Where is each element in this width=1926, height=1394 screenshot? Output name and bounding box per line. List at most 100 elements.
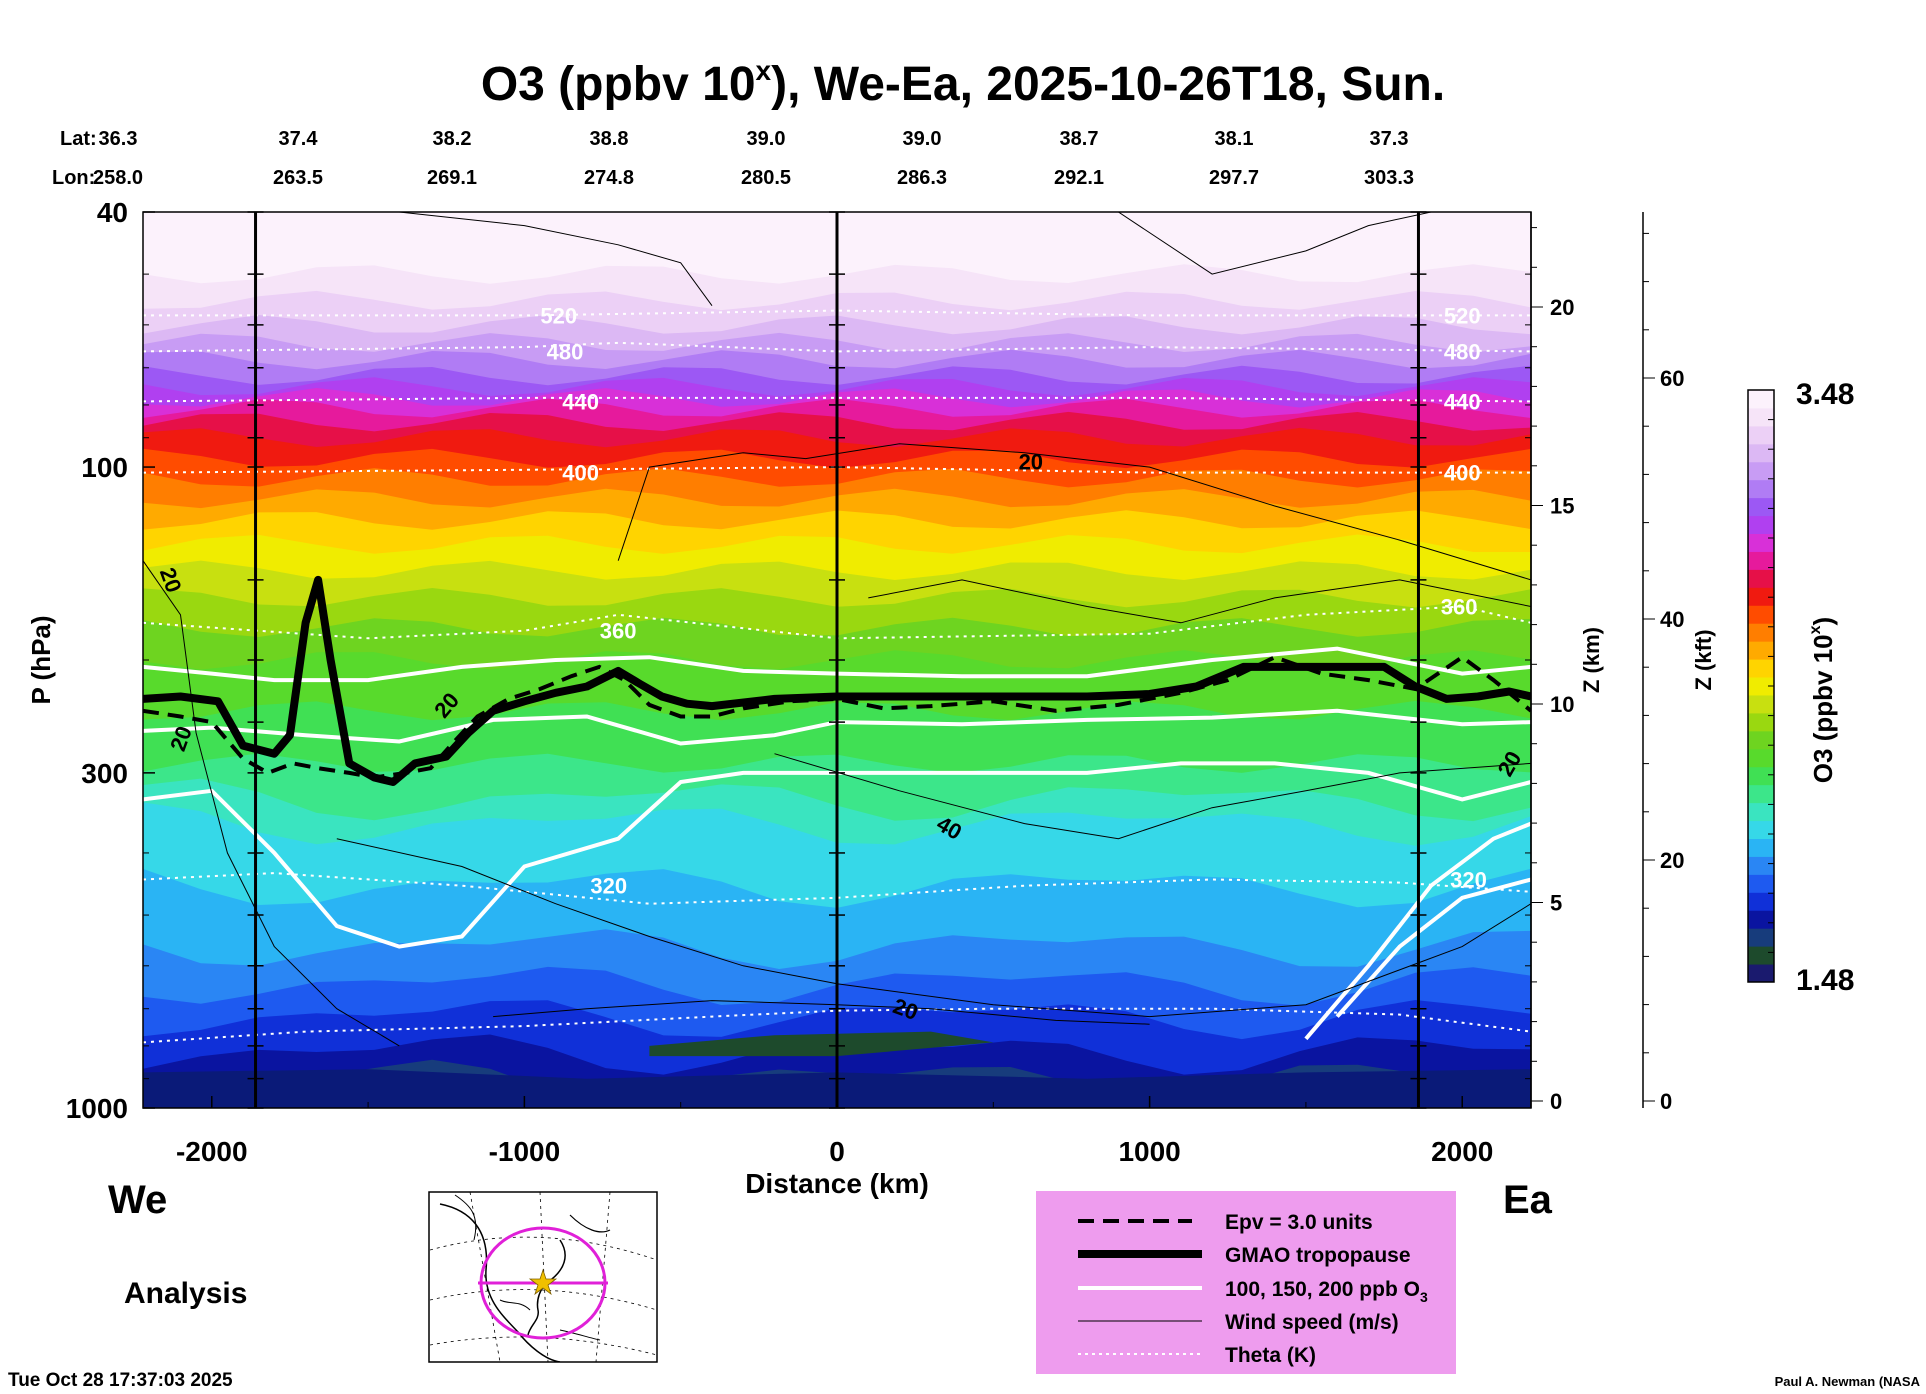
lon-value: 292.1 <box>1054 167 1104 189</box>
theta-label: 440 <box>562 389 599 414</box>
lon-value: 303.3 <box>1364 167 1414 189</box>
lon-value: 286.3 <box>897 167 947 189</box>
lat-row-label: Lat: <box>60 128 97 150</box>
y-tick-label: 100 <box>81 452 128 483</box>
z-km-tick-label: 5 <box>1550 891 1562 916</box>
theta-label: 440 <box>1444 389 1481 414</box>
y-tick-label: 40 <box>97 197 128 228</box>
colorbar-swatch <box>1748 425 1774 445</box>
colorbar-swatch <box>1748 802 1774 822</box>
ozone-ppb-contour <box>143 708 1531 746</box>
theta-label: 480 <box>547 339 584 364</box>
chart-title: O3 (ppbv 10x), We-Ea, 2025-10-26T18, Sun… <box>481 55 1445 111</box>
gmao-tropopause-line <box>143 575 1531 786</box>
wind-speed-label: 20 <box>1019 449 1043 474</box>
theta-label: 480 <box>1444 339 1481 364</box>
z-kft-axis: 0 20 40 60 <box>1642 212 1684 1114</box>
colorbar-swatch <box>1748 874 1774 893</box>
ozone-ppb-contour <box>143 646 1531 683</box>
timestamp: Tue Oct 28 17:37:03 2025 <box>8 1370 233 1391</box>
ozone-ppb-contours <box>143 646 1531 1041</box>
credit: Paul A. Newman (NASA <box>1775 1374 1921 1389</box>
z-km-axis-label: Z (km) <box>1579 627 1604 693</box>
analysis-label: Analysis <box>124 1277 247 1310</box>
latlon-marker-lines <box>247 211 1427 1109</box>
epv-3-units-line <box>143 654 1531 780</box>
colorbar-swatch <box>1748 820 1774 839</box>
x-axis: -2000 -1000 0 1000 2000 <box>176 1096 1493 1167</box>
colorbar-swatch <box>1748 677 1774 696</box>
x-tick-label: -2000 <box>176 1136 248 1167</box>
z-kft-tick-label: 60 <box>1660 366 1684 391</box>
colorbar-swatch <box>1748 784 1774 804</box>
legend-epv-label: Epv = 3.0 units <box>1225 1211 1373 1234</box>
theta-label: 400 <box>562 461 599 486</box>
colorbar-swatch <box>1748 461 1774 481</box>
lon-value: 280.5 <box>741 167 791 189</box>
z-kft-tick-label: 40 <box>1660 607 1684 632</box>
x-tick-label: 0 <box>829 1136 845 1167</box>
colorbar-swatch <box>1748 587 1774 606</box>
plot-area: 5204804404003603205204804404003603202020… <box>143 212 1531 1108</box>
x-tick-label: -1000 <box>489 1136 561 1167</box>
x-tick-label: 2000 <box>1431 1136 1493 1167</box>
theta-line <box>143 872 1531 905</box>
z-kft-tick-label: 20 <box>1660 848 1684 873</box>
colorbar-swatch <box>1748 605 1774 624</box>
colorbar-swatch <box>1748 946 1774 965</box>
colorbar-swatch <box>1748 910 1774 929</box>
lon-row-label: Lon: <box>52 167 95 189</box>
colorbar-swatch <box>1748 838 1774 857</box>
colorbar-label: O3 (ppbv 10x) <box>1807 617 1838 783</box>
lat-value: 37.3 <box>1370 128 1409 150</box>
z-km-tick-label: 10 <box>1550 692 1574 717</box>
colorbar-swatch <box>1748 641 1774 660</box>
wind-speed-line <box>143 560 400 1047</box>
z-kft-axis-label: Z (kft) <box>1691 629 1716 690</box>
location-star-icon <box>528 1268 558 1296</box>
wind-speed-line <box>1118 212 1432 275</box>
colorbar-swatch <box>1748 479 1774 499</box>
colorbar-swatch <box>1748 659 1774 678</box>
colorbar-swatch <box>1748 892 1774 911</box>
colorbar-swatch <box>1748 497 1774 517</box>
z-kft-tick-label: 0 <box>1660 1089 1672 1114</box>
y-tick-label: 1000 <box>66 1093 128 1124</box>
colorbar-swatch <box>1748 730 1774 750</box>
theta-line <box>143 341 1531 353</box>
lat-value: 38.8 <box>590 128 629 150</box>
theta-label: 400 <box>1444 461 1481 486</box>
east-label: Ea <box>1503 1178 1553 1222</box>
colorbar <box>1747 389 1775 983</box>
theta-label: 360 <box>1441 594 1478 619</box>
inset-map <box>428 1191 658 1363</box>
wind-speed-line <box>774 753 1531 840</box>
lat-value: 39.0 <box>747 128 786 150</box>
lat-value: 37.4 <box>279 128 319 150</box>
z-km-tick-label: 15 <box>1550 494 1574 519</box>
west-label: We <box>108 1178 167 1222</box>
lat-value: 39.0 <box>903 128 942 150</box>
lon-value: 297.7 <box>1209 167 1259 189</box>
ozone-low-patch <box>649 1031 994 1057</box>
wind-speed-line <box>617 443 1531 581</box>
lat-value: 36.3 <box>99 128 138 150</box>
y-tick-label: 300 <box>81 758 128 789</box>
colorbar-swatch <box>1748 856 1774 875</box>
legend-wind-label: Wind speed (m/s) <box>1225 1311 1399 1334</box>
lon-value: 263.5 <box>273 167 323 189</box>
ozone-ppb-contour <box>143 761 1531 949</box>
colorbar-min-label: 1.48 <box>1796 964 1854 997</box>
lat-lon-labels: 36.3 37.4 38.2 38.8 39.0 39.0 38.7 38.1 37.3 258.… <box>93 128 1414 189</box>
theta-label: 320 <box>590 874 627 899</box>
colorbar-swatch <box>1748 533 1774 552</box>
lat-value: 38.7 <box>1060 128 1099 150</box>
legend-tropopause-label: GMAO tropopause <box>1225 1244 1411 1267</box>
lat-value: 38.1 <box>1215 128 1254 150</box>
colorbar-swatch <box>1748 623 1774 642</box>
colorbar-swatch <box>1748 443 1774 463</box>
legend-theta-label: Theta (K) <box>1225 1344 1316 1367</box>
colorbar-swatch <box>1748 569 1774 588</box>
lon-value: 274.8 <box>584 167 634 189</box>
